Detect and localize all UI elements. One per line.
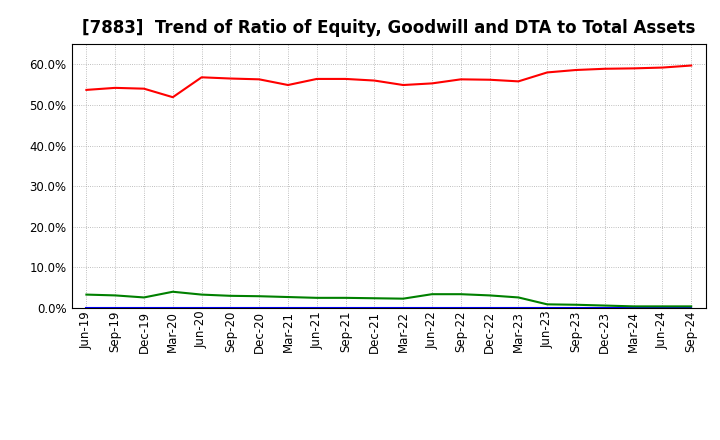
Equity [543,70,552,75]
Goodwill [82,305,91,311]
Deferred Tax Assets [82,292,91,297]
Goodwill [485,305,494,311]
Deferred Tax Assets [226,293,235,298]
Goodwill [255,305,264,311]
Goodwill [284,305,292,311]
Deferred Tax Assets [485,293,494,298]
Goodwill [370,305,379,311]
Line: Equity: Equity [86,66,691,97]
Goodwill [428,305,436,311]
Deferred Tax Assets [168,289,177,294]
Equity [341,76,350,81]
Equity [82,87,91,92]
Legend: Equity, Goodwill, Deferred Tax Assets: Equity, Goodwill, Deferred Tax Assets [189,436,589,440]
Goodwill [514,305,523,311]
Deferred Tax Assets [572,302,580,308]
Deferred Tax Assets [370,296,379,301]
Goodwill [543,305,552,311]
Equity [456,77,465,82]
Deferred Tax Assets [312,295,321,301]
Equity [226,76,235,81]
Deferred Tax Assets [140,295,148,300]
Goodwill [312,305,321,311]
Equity [140,86,148,92]
Goodwill [197,305,206,311]
Equity [168,95,177,100]
Deferred Tax Assets [658,304,667,309]
Deferred Tax Assets [284,294,292,300]
Line: Deferred Tax Assets: Deferred Tax Assets [86,292,691,306]
Deferred Tax Assets [111,293,120,298]
Equity [255,77,264,82]
Deferred Tax Assets [197,292,206,297]
Equity [111,85,120,91]
Equity [312,76,321,81]
Goodwill [140,305,148,311]
Equity [600,66,609,71]
Deferred Tax Assets [600,303,609,308]
Equity [370,78,379,83]
Deferred Tax Assets [399,296,408,301]
Goodwill [629,305,638,311]
Goodwill [168,305,177,311]
Deferred Tax Assets [428,292,436,297]
Goodwill [111,305,120,311]
Deferred Tax Assets [255,293,264,299]
Deferred Tax Assets [629,304,638,309]
Goodwill [226,305,235,311]
Deferred Tax Assets [543,302,552,307]
Equity [658,65,667,70]
Deferred Tax Assets [514,295,523,300]
Deferred Tax Assets [456,292,465,297]
Equity [399,82,408,88]
Equity [687,63,696,68]
Goodwill [600,305,609,311]
Deferred Tax Assets [341,295,350,301]
Goodwill [687,305,696,311]
Equity [284,82,292,88]
Title: [7883]  Trend of Ratio of Equity, Goodwill and DTA to Total Assets: [7883] Trend of Ratio of Equity, Goodwil… [82,19,696,37]
Equity [514,79,523,84]
Deferred Tax Assets [687,304,696,309]
Goodwill [456,305,465,311]
Goodwill [341,305,350,311]
Goodwill [658,305,667,311]
Equity [485,77,494,82]
Goodwill [399,305,408,311]
Equity [197,75,206,80]
Goodwill [572,305,580,311]
Equity [629,66,638,71]
Equity [572,67,580,73]
Equity [428,81,436,86]
